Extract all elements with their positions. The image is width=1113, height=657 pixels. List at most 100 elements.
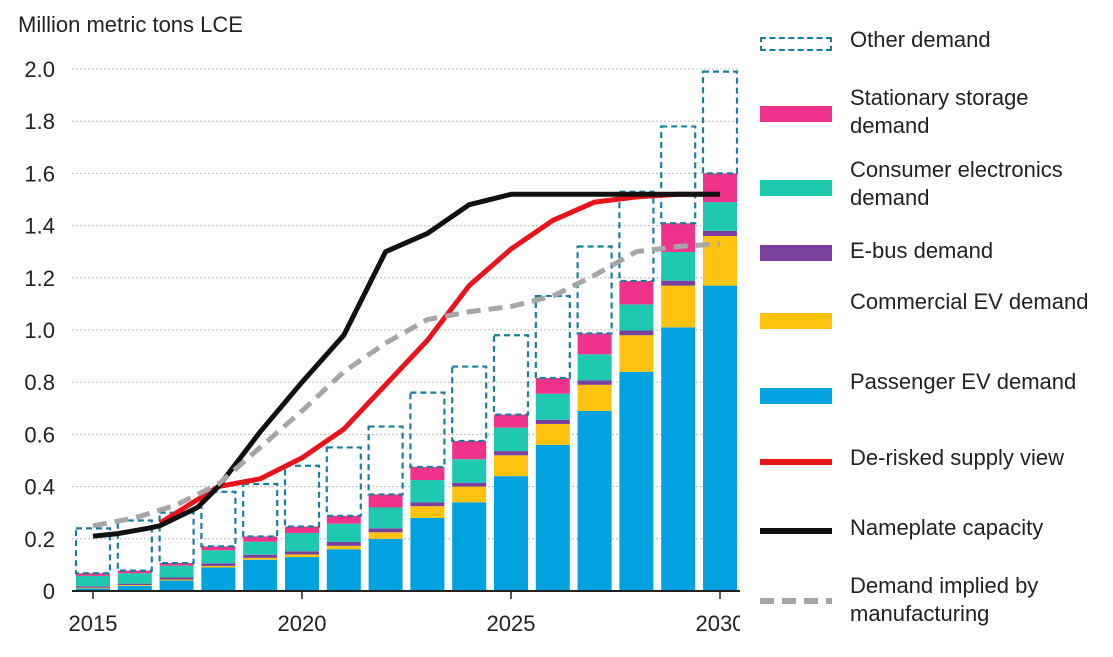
bar-segment (159, 563, 194, 566)
legend-swatch (760, 528, 832, 534)
bar-segment (703, 202, 737, 231)
bar-segment (285, 551, 319, 555)
bar-segment (285, 533, 319, 552)
bar-segment (76, 588, 110, 591)
x-tick-label: 2020 (278, 611, 327, 636)
bar-segment (326, 541, 361, 546)
legend-label: Other demand (850, 27, 991, 52)
bar-segment (326, 515, 361, 524)
legend-label: De-risked supply view (850, 445, 1064, 470)
bar-segment (577, 333, 612, 355)
bar-segment (201, 546, 236, 551)
legend-swatch (760, 37, 832, 51)
bar-segment (661, 327, 696, 591)
bar-segment (285, 557, 319, 591)
bar-segment (452, 459, 487, 483)
bar-segment (117, 570, 152, 574)
bar-segment (243, 536, 278, 542)
chart-canvas: 0 0.2 0.4 0.6 0.8 1.0 1.2 1.4 1.6 1.8 2.0 2015 2020 2… (24, 57, 740, 636)
bar-segment (494, 451, 528, 456)
legend-label: Commercial EV demand (850, 289, 1089, 314)
bar-segment (452, 486, 487, 503)
bar-segment (201, 565, 236, 568)
axes: 0 0.2 0.4 0.6 0.8 1.0 1.2 1.4 1.6 1.8 2.0 2015 2020 2… (24, 57, 740, 636)
legend-label: Nameplate capacity (850, 515, 1044, 540)
bar-segment (494, 476, 528, 591)
bar-segment (326, 523, 361, 542)
bar-segment (243, 559, 278, 591)
other-demand-box (116, 519, 153, 572)
x-tick-label: 2015 (69, 611, 118, 636)
bar-segment (76, 587, 110, 589)
bar-segment (243, 554, 278, 558)
bar-segment (368, 528, 403, 533)
series-line (158, 191, 720, 526)
series-lines (92, 191, 721, 539)
bar-segment (410, 517, 445, 591)
bar-segment (619, 371, 654, 591)
legend-label: Stationary storage demand (850, 85, 1029, 138)
legend-swatch (760, 313, 832, 329)
bar-segment (661, 285, 696, 328)
bar-segment (619, 304, 654, 331)
bar-segment (535, 393, 570, 420)
bar-segment (243, 557, 278, 560)
legend-swatch (760, 388, 832, 404)
bar-segment (201, 563, 236, 566)
legend-label: Passenger EV demand (850, 369, 1077, 394)
y-tick-label: 0.8 (24, 370, 55, 395)
bar-segment (661, 280, 696, 286)
bar-segment (117, 573, 152, 584)
bar-segment (326, 549, 361, 591)
bar-segment (285, 554, 319, 558)
series-line (92, 191, 720, 539)
bar-segment (159, 565, 194, 578)
bar-segment (494, 427, 528, 452)
bar-segment (201, 550, 236, 564)
stacked-bars (74, 70, 739, 591)
other-demand-box (618, 190, 655, 283)
bar-segment (159, 579, 194, 581)
bar-segment (117, 584, 152, 586)
bar-segment (535, 444, 570, 591)
other-demand-box (158, 511, 195, 565)
y-tick-label: 2.0 (24, 57, 55, 82)
y-axis-label: Million metric tons LCE (18, 12, 243, 37)
legend-swatch (760, 598, 832, 604)
series-line (92, 241, 721, 529)
bar-segment (410, 506, 445, 518)
bar-segment (410, 502, 445, 507)
other-demand-box (576, 245, 613, 335)
bar-segment (703, 230, 737, 237)
other-demand-box (534, 294, 571, 380)
bar-segment (159, 580, 194, 591)
bar-segment (619, 330, 654, 336)
y-tick-label: 1.8 (24, 109, 55, 134)
bar-segment (661, 251, 696, 281)
legend-swatch (760, 459, 832, 465)
y-tick-label: 0.6 (24, 422, 55, 447)
bar-segment (201, 567, 236, 591)
legend-swatch (760, 180, 832, 196)
bar-segment (452, 502, 487, 591)
bar-segment (117, 585, 152, 591)
y-tick-label: 0.4 (24, 475, 55, 500)
other-demand-box (409, 391, 446, 469)
bar-segment (577, 384, 612, 411)
bar-segment (619, 280, 654, 305)
other-demand-box (74, 527, 112, 575)
bar-segment (535, 423, 570, 445)
y-tick-label: 0 (43, 579, 55, 604)
bar-segment (577, 410, 612, 591)
y-tick-label: 1.4 (24, 214, 55, 239)
bar-segment (368, 532, 403, 539)
other-demand-box (367, 425, 404, 496)
y-tick-label: 0.2 (24, 527, 55, 552)
bar-segment (117, 583, 152, 585)
bar-segment (452, 482, 487, 487)
bar-segment (368, 507, 403, 529)
legend-swatch (760, 245, 832, 261)
bar-segment (326, 545, 361, 550)
x-tick-label: 2030 (696, 611, 740, 636)
other-demand-box (325, 446, 362, 517)
